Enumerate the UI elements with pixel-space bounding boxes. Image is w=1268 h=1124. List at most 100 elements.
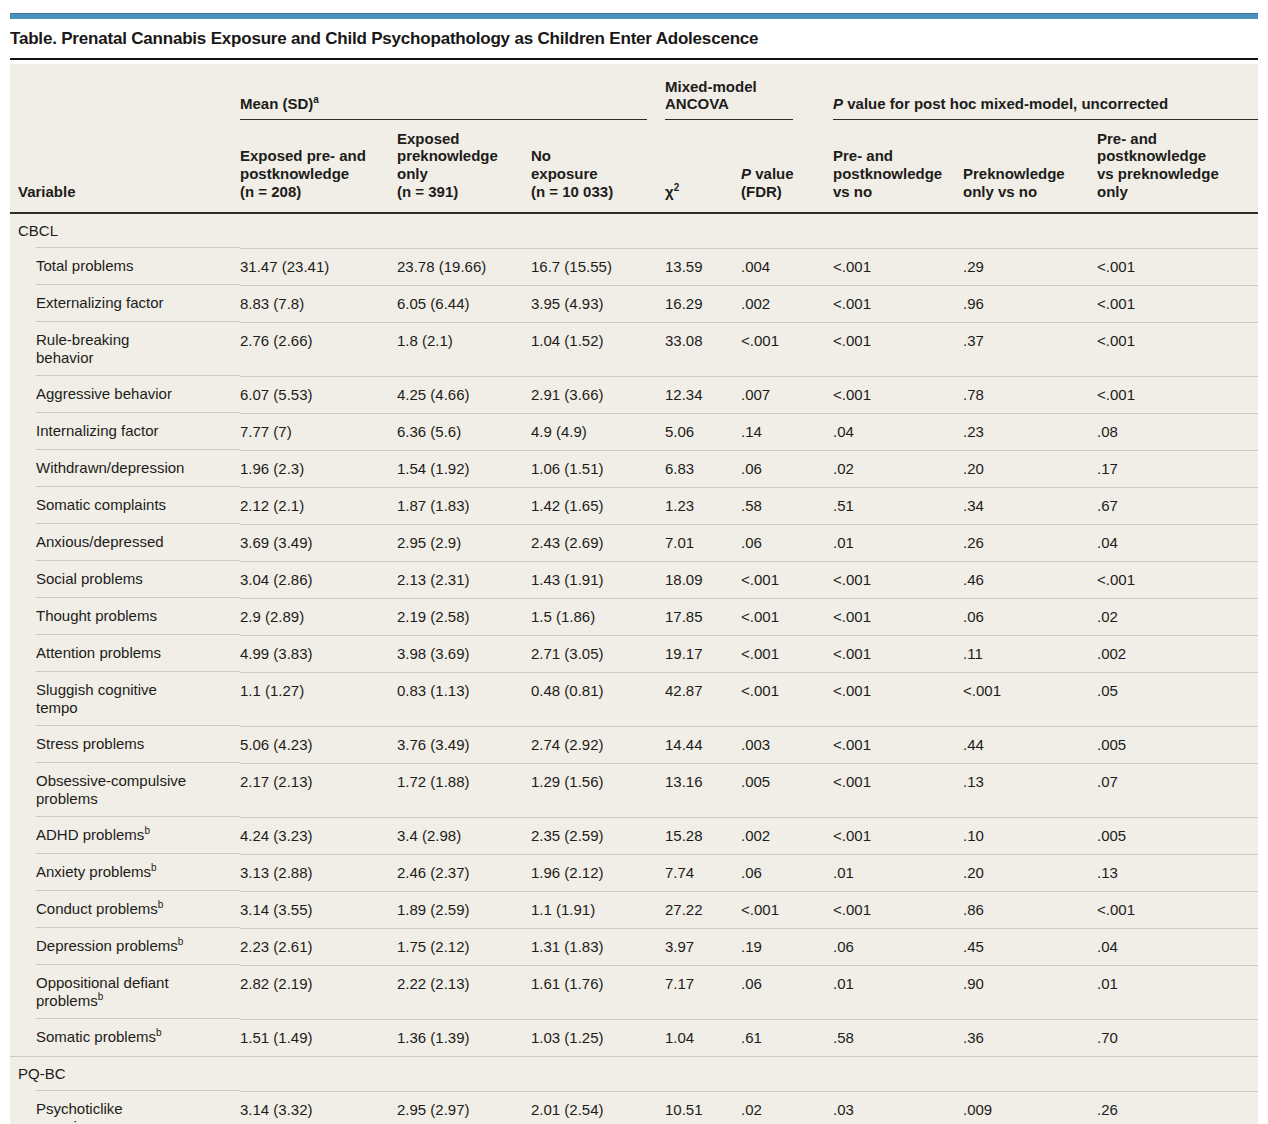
cell-p-pre-vs-no: <.001 — [963, 672, 1097, 726]
cell-mean-exposed-prepost: 5.06 (4.23) — [240, 726, 397, 763]
cell-pvalue-fdr: .61 — [741, 1019, 833, 1056]
group-posthoc-label: value for post hoc mixed-model, uncorrec… — [843, 95, 1168, 112]
footnote-marker-b: b — [156, 1027, 162, 1038]
cell-p-prepost-vs-no: <.001 — [833, 248, 963, 285]
cell-mean-no-exposure: 2.74 (2.92) — [531, 726, 665, 763]
footnote-marker-b: b — [144, 825, 150, 836]
cell-p-prepost-vs-no: .58 — [833, 1019, 963, 1056]
cell-chi-square: 13.59 — [665, 248, 741, 285]
cell-mean-no-exposure: 3.95 (4.93) — [531, 285, 665, 322]
cell-p-prepost-vs-pre: .005 — [1097, 726, 1258, 763]
group-header-posthoc: P value for post hoc mixed-model, uncorr… — [833, 64, 1258, 120]
cell-mean-no-exposure: 2.91 (3.66) — [531, 376, 665, 413]
col-header-exposed-pre: Exposed preknowledge only (n = 391) — [397, 120, 531, 215]
row-variable-label: Anxious/depressed — [10, 524, 240, 561]
cell-mean-exposed-pre: 2.22 (2.13) — [397, 965, 531, 1019]
cell-mean-exposed-pre: 3.76 (3.49) — [397, 726, 531, 763]
cell-p-prepost-vs-no: .02 — [833, 450, 963, 487]
group-header-mean-sd: Mean (SD)a — [240, 64, 665, 120]
cell-p-pre-vs-no: .34 — [963, 487, 1097, 524]
table-row: Obsessive-compulsive problems2.17 (2.13)… — [10, 763, 1258, 817]
cell-mean-exposed-prepost: 3.13 (2.88) — [240, 854, 397, 891]
cell-p-pre-vs-no: .13 — [963, 763, 1097, 817]
table-row: Oppositional defiant problemsb2.82 (2.19… — [10, 965, 1258, 1019]
cell-mean-exposed-pre: 2.95 (2.9) — [397, 524, 531, 561]
row-variable-label: Rule-breaking behavior — [10, 322, 240, 376]
cell-pvalue-fdr: .06 — [741, 450, 833, 487]
table-row: Somatic complaints2.12 (2.1)1.87 (1.83)1… — [10, 487, 1258, 524]
cell-chi-square: 27.22 — [665, 891, 741, 928]
data-table: Mean (SD)a Mixed-model ANCOVA P value fo… — [10, 64, 1258, 1124]
cell-p-prepost-vs-no: <.001 — [833, 817, 963, 854]
row-variable-label: Somatic problemsb — [10, 1019, 240, 1056]
cell-chi-square: 14.44 — [665, 726, 741, 763]
row-variable-label: Somatic complaints — [10, 487, 240, 524]
group-posthoc-p: P — [833, 95, 843, 112]
cell-p-pre-vs-no: .45 — [963, 928, 1097, 965]
cell-p-prepost-vs-no: .06 — [833, 928, 963, 965]
cell-p-prepost-vs-no: <.001 — [833, 672, 963, 726]
col-header-pre-vs-no: Preknowledge only vs no — [963, 120, 1097, 215]
cell-mean-exposed-prepost: 7.77 (7) — [240, 413, 397, 450]
row-variable-label: Withdrawn/depression — [10, 450, 240, 487]
cell-pvalue-fdr: .19 — [741, 928, 833, 965]
cell-p-prepost-vs-pre: .005 — [1097, 817, 1258, 854]
table-header: Mean (SD)a Mixed-model ANCOVA P value fo… — [10, 64, 1258, 214]
cell-pvalue-fdr: <.001 — [741, 672, 833, 726]
cell-chi-square: 12.34 — [665, 376, 741, 413]
column-header-row: Variable Exposed pre- and postknowledge … — [10, 120, 1258, 215]
col-header-no-exposure: No exposure (n = 10 033) — [531, 120, 665, 215]
cell-mean-exposed-pre: 2.19 (2.58) — [397, 598, 531, 635]
footnote-marker-b: b — [151, 862, 157, 873]
cell-p-prepost-vs-no: .03 — [833, 1091, 963, 1124]
cell-pvalue-fdr: .06 — [741, 965, 833, 1019]
cell-mean-exposed-prepost: 2.17 (2.13) — [240, 763, 397, 817]
cell-p-prepost-vs-no: .51 — [833, 487, 963, 524]
table-row: Total problems31.47 (23.41)23.78 (19.66)… — [10, 248, 1258, 285]
row-variable-label: Aggressive behavior — [10, 376, 240, 413]
cell-mean-exposed-prepost: 8.83 (7.8) — [240, 285, 397, 322]
cell-mean-exposed-pre: 1.36 (1.39) — [397, 1019, 531, 1056]
cell-p-pre-vs-no: .20 — [963, 450, 1097, 487]
table-row: Social problems3.04 (2.86)2.13 (2.31)1.4… — [10, 561, 1258, 598]
cell-p-pre-vs-no: .20 — [963, 854, 1097, 891]
footnote-marker-b: b — [178, 936, 184, 947]
cell-mean-no-exposure: 2.71 (3.05) — [531, 635, 665, 672]
cell-mean-no-exposure: 1.96 (2.12) — [531, 854, 665, 891]
cell-chi-square: 1.23 — [665, 487, 741, 524]
cell-p-prepost-vs-no: <.001 — [833, 763, 963, 817]
table-row: Anxious/depressed3.69 (3.49)2.95 (2.9)2.… — [10, 524, 1258, 561]
row-variable-label: Stress problems — [10, 726, 240, 763]
cell-p-prepost-vs-no: <.001 — [833, 376, 963, 413]
cell-p-prepost-vs-pre: <.001 — [1097, 891, 1258, 928]
cell-p-pre-vs-no: .90 — [963, 965, 1097, 1019]
cell-p-prepost-vs-pre: .17 — [1097, 450, 1258, 487]
cell-mean-no-exposure: 2.35 (2.59) — [531, 817, 665, 854]
cell-pvalue-fdr: .004 — [741, 248, 833, 285]
cell-pvalue-fdr: .06 — [741, 524, 833, 561]
cell-p-prepost-vs-no: <.001 — [833, 891, 963, 928]
cell-p-prepost-vs-pre: <.001 — [1097, 561, 1258, 598]
table-row: Withdrawn/depression1.96 (2.3)1.54 (1.92… — [10, 450, 1258, 487]
cell-mean-no-exposure: 0.48 (0.81) — [531, 672, 665, 726]
cell-pvalue-fdr: <.001 — [741, 561, 833, 598]
cell-p-prepost-vs-pre: .02 — [1097, 598, 1258, 635]
cell-mean-exposed-prepost: 3.04 (2.86) — [240, 561, 397, 598]
cell-p-prepost-vs-pre: <.001 — [1097, 376, 1258, 413]
col-header-prepost-vs-pre: Pre- and postknowledge vs preknowledge o… — [1097, 120, 1258, 215]
table-row: Thought problems2.9 (2.89)2.19 (2.58)1.5… — [10, 598, 1258, 635]
footnote-marker-a: a — [313, 94, 319, 105]
cell-mean-exposed-prepost: 3.14 (3.32) — [240, 1091, 397, 1124]
cell-mean-exposed-pre: 1.8 (2.1) — [397, 322, 531, 376]
cell-mean-exposed-prepost: 2.76 (2.66) — [240, 322, 397, 376]
cell-p-prepost-vs-pre: <.001 — [1097, 248, 1258, 285]
cell-mean-exposed-prepost: 4.24 (3.23) — [240, 817, 397, 854]
row-variable-label: ADHD problemsb — [10, 817, 240, 854]
cell-p-prepost-vs-no: <.001 — [833, 598, 963, 635]
cell-mean-no-exposure: 1.43 (1.91) — [531, 561, 665, 598]
cell-mean-no-exposure: 16.7 (15.55) — [531, 248, 665, 285]
cell-mean-no-exposure: 1.61 (1.76) — [531, 965, 665, 1019]
table-row: Conduct problemsb3.14 (3.55)1.89 (2.59)1… — [10, 891, 1258, 928]
cell-p-pre-vs-no: .10 — [963, 817, 1097, 854]
group-header-row: Mean (SD)a Mixed-model ANCOVA P value fo… — [10, 64, 1258, 120]
